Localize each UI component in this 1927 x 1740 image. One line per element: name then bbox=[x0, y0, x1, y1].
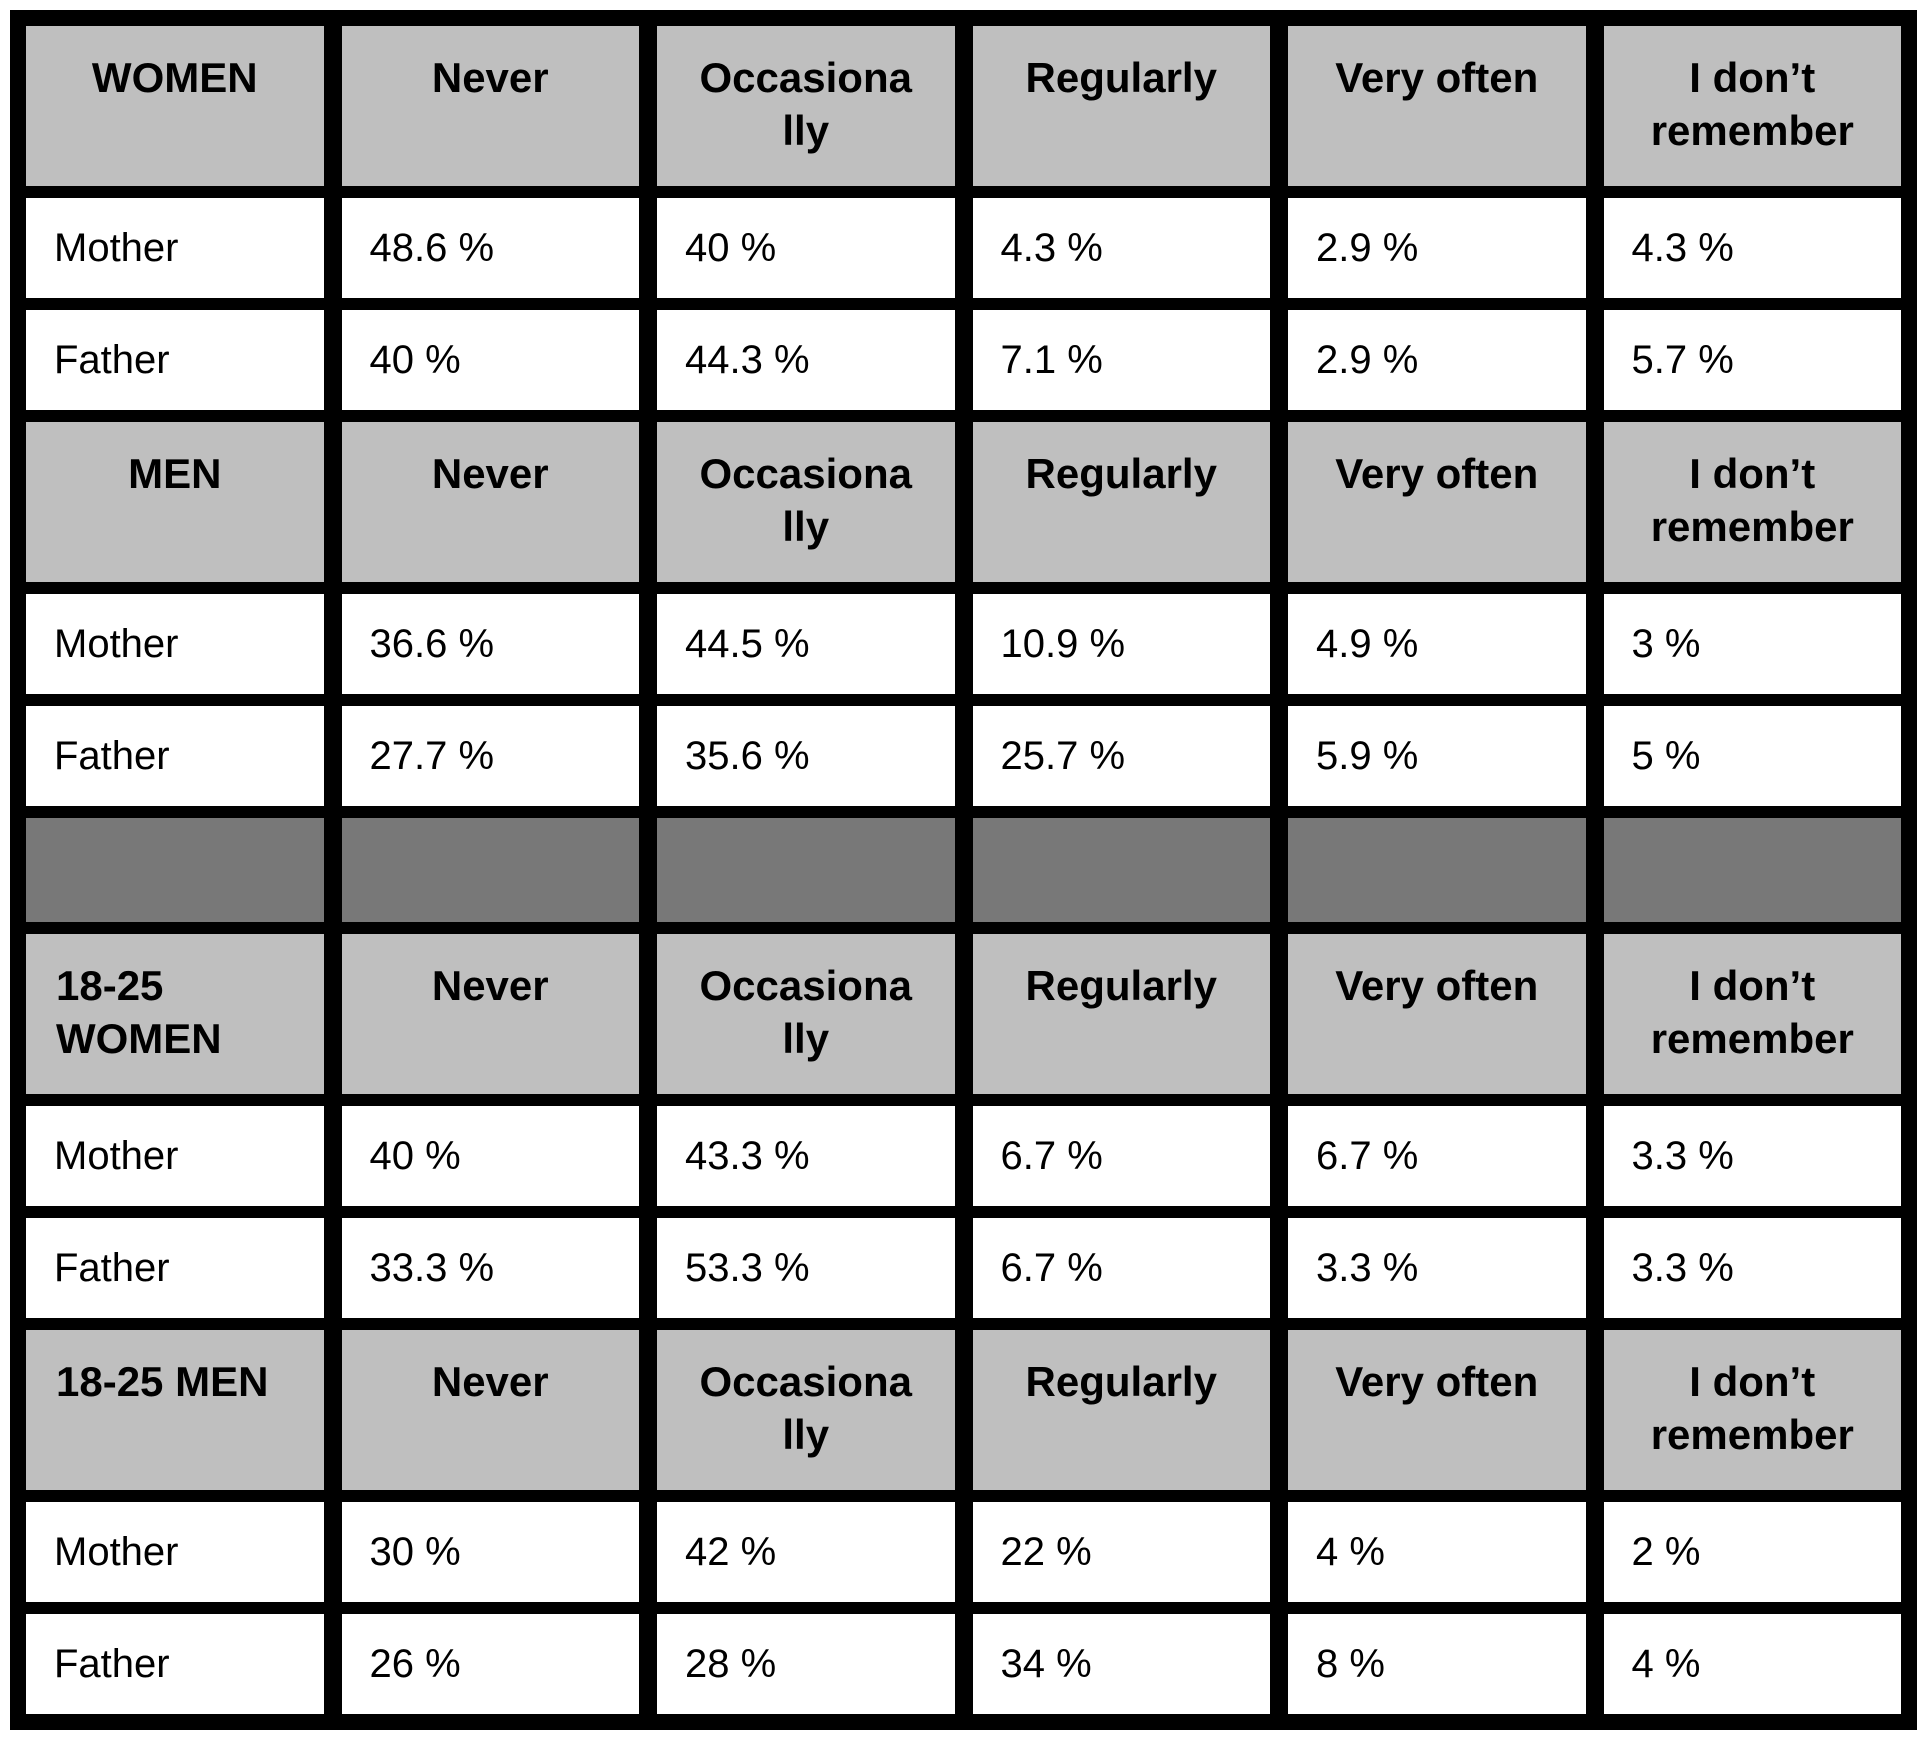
column-header-occasionally: Occasiona lly bbox=[657, 26, 955, 186]
column-header-occasionally: Occasiona lly bbox=[657, 422, 955, 582]
value-cell: 7.1 % bbox=[972, 310, 1270, 410]
column-header-never: Never bbox=[341, 422, 639, 582]
value-cell: 44.5 % bbox=[657, 594, 955, 694]
value-cell: 4.3 % bbox=[1603, 198, 1901, 298]
value-cell: 36.6 % bbox=[341, 594, 639, 694]
value-cell: 35.6 % bbox=[657, 706, 955, 806]
column-header-regularly: Regularly bbox=[972, 1330, 1270, 1490]
group-header-18-25-women: 18-25 WOMEN bbox=[26, 934, 324, 1094]
value-cell: 4.9 % bbox=[1288, 594, 1586, 694]
value-cell: 3.3 % bbox=[1603, 1218, 1901, 1318]
value-cell: 4.3 % bbox=[972, 198, 1270, 298]
value-cell: 25.7 % bbox=[972, 706, 1270, 806]
value-cell: 5.7 % bbox=[1603, 310, 1901, 410]
group-header-18-25-men: 18-25 MEN bbox=[26, 1330, 324, 1490]
value-cell: 43.3 % bbox=[657, 1106, 955, 1206]
separator-cell bbox=[657, 818, 955, 922]
column-header-occasionally: Occasiona lly bbox=[657, 934, 955, 1094]
value-cell: 2 % bbox=[1603, 1502, 1901, 1602]
value-cell: 10.9 % bbox=[972, 594, 1270, 694]
column-header-regularly: Regularly bbox=[972, 422, 1270, 582]
group-header-women: WOMEN bbox=[26, 26, 324, 186]
value-cell: 6.7 % bbox=[972, 1218, 1270, 1318]
value-cell: 3.3 % bbox=[1288, 1218, 1586, 1318]
column-header-i-dont-remember: I don’t remember bbox=[1603, 26, 1901, 186]
row-label-father: Father bbox=[26, 1218, 324, 1318]
value-cell: 30 % bbox=[341, 1502, 639, 1602]
value-cell: 5.9 % bbox=[1288, 706, 1586, 806]
value-cell: 28 % bbox=[657, 1614, 955, 1714]
value-cell: 5 % bbox=[1603, 706, 1901, 806]
row-label-father: Father bbox=[26, 706, 324, 806]
column-header-very-often: Very often bbox=[1288, 1330, 1586, 1490]
value-cell: 3.3 % bbox=[1603, 1106, 1901, 1206]
column-header-regularly: Regularly bbox=[972, 934, 1270, 1094]
value-cell: 26 % bbox=[341, 1614, 639, 1714]
column-header-very-often: Very often bbox=[1288, 934, 1586, 1094]
column-header-never: Never bbox=[341, 26, 639, 186]
row-label-father: Father bbox=[26, 310, 324, 410]
value-cell: 44.3 % bbox=[657, 310, 955, 410]
column-header-i-dont-remember: I don’t remember bbox=[1603, 934, 1901, 1094]
value-cell: 3 % bbox=[1603, 594, 1901, 694]
value-cell: 2.9 % bbox=[1288, 310, 1586, 410]
value-cell: 34 % bbox=[972, 1614, 1270, 1714]
value-cell: 6.7 % bbox=[972, 1106, 1270, 1206]
column-header-very-often: Very often bbox=[1288, 26, 1586, 186]
column-header-very-often: Very often bbox=[1288, 422, 1586, 582]
value-cell: 22 % bbox=[972, 1502, 1270, 1602]
survey-table: WOMEN Never Occasiona lly Regularly Very… bbox=[10, 10, 1917, 1730]
value-cell: 40 % bbox=[657, 198, 955, 298]
column-header-never: Never bbox=[341, 1330, 639, 1490]
column-header-never: Never bbox=[341, 934, 639, 1094]
separator-cell bbox=[1288, 818, 1586, 922]
value-cell: 4 % bbox=[1603, 1614, 1901, 1714]
row-label-mother: Mother bbox=[26, 198, 324, 298]
value-cell: 40 % bbox=[341, 310, 639, 410]
value-cell: 27.7 % bbox=[341, 706, 639, 806]
value-cell: 2.9 % bbox=[1288, 198, 1586, 298]
value-cell: 48.6 % bbox=[341, 198, 639, 298]
value-cell: 33.3 % bbox=[341, 1218, 639, 1318]
row-label-father: Father bbox=[26, 1614, 324, 1714]
separator-cell bbox=[341, 818, 639, 922]
separator-cell bbox=[26, 818, 324, 922]
value-cell: 42 % bbox=[657, 1502, 955, 1602]
row-label-mother: Mother bbox=[26, 594, 324, 694]
column-header-regularly: Regularly bbox=[972, 26, 1270, 186]
column-header-i-dont-remember: I don’t remember bbox=[1603, 1330, 1901, 1490]
column-header-occasionally: Occasiona lly bbox=[657, 1330, 955, 1490]
value-cell: 53.3 % bbox=[657, 1218, 955, 1318]
value-cell: 8 % bbox=[1288, 1614, 1586, 1714]
value-cell: 4 % bbox=[1288, 1502, 1586, 1602]
column-header-i-dont-remember: I don’t remember bbox=[1603, 422, 1901, 582]
separator-cell bbox=[972, 818, 1270, 922]
row-label-mother: Mother bbox=[26, 1502, 324, 1602]
value-cell: 6.7 % bbox=[1288, 1106, 1586, 1206]
group-header-men: MEN bbox=[26, 422, 324, 582]
row-label-mother: Mother bbox=[26, 1106, 324, 1206]
value-cell: 40 % bbox=[341, 1106, 639, 1206]
separator-cell bbox=[1603, 818, 1901, 922]
